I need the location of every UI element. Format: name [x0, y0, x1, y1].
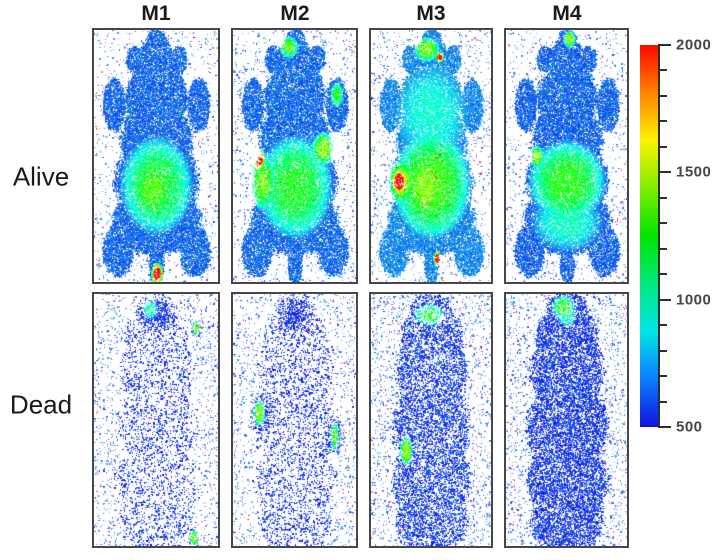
- panel-dead-m4: [504, 292, 629, 548]
- panel-dead-m3: [369, 292, 493, 548]
- row-label-dead: Dead: [9, 389, 73, 420]
- colorbar-tick-2000: [659, 44, 671, 46]
- colorbar-gradient: [640, 45, 659, 427]
- col-label-m4: M4: [552, 2, 582, 25]
- colorbar-tick-800: [659, 349, 667, 352]
- colorbar-tick-1200: [659, 247, 667, 250]
- colorbar-label-500: 500: [676, 418, 703, 436]
- colorbar-tick-1600: [659, 145, 667, 148]
- panel-dead-m1: [92, 292, 220, 548]
- col-label-m2: M2: [280, 2, 310, 25]
- colorbar-tick-1400: [659, 196, 667, 199]
- heatmap-dead-m4: [506, 294, 627, 546]
- heatmap-dead-m2: [233, 294, 356, 546]
- colorbar-tick-500: [659, 426, 671, 428]
- panel-alive-m1: [92, 28, 220, 284]
- row-label-alive: Alive: [12, 161, 70, 192]
- panel-dead-m2: [231, 292, 358, 548]
- colorbar-axis-line: [658, 44, 660, 428]
- colorbar-tick-700: [659, 375, 667, 378]
- colorbar-tick-1700: [659, 120, 667, 123]
- colorbar-tick-1300: [659, 222, 667, 225]
- panel-alive-m3: [369, 28, 493, 284]
- heatmap-alive-m3: [371, 30, 491, 282]
- heatmap-dead-m3: [371, 294, 491, 546]
- col-label-m1: M1: [141, 2, 171, 25]
- heatmap-alive-m1: [94, 30, 218, 282]
- colorbar-tick-1000: [659, 298, 671, 301]
- colorbar-label-1500: 1500: [676, 163, 712, 181]
- colorbar-tick-1100: [659, 273, 667, 276]
- col-label-m3: M3: [416, 2, 446, 25]
- colorbar-tick-900: [659, 324, 667, 327]
- panel-alive-m2: [231, 28, 358, 284]
- colorbar-tick-1900: [659, 69, 667, 72]
- colorbar-tick-1800: [659, 94, 667, 97]
- colorbar-label-2000: 2000: [676, 36, 712, 54]
- panel-alive-m4: [504, 28, 629, 284]
- heatmap-alive-m2: [233, 30, 356, 282]
- heatmap-alive-m4: [506, 30, 627, 282]
- colorbar-tick-1500: [659, 171, 671, 174]
- colorbar-tick-600: [659, 400, 667, 403]
- heatmap-dead-m1: [94, 294, 218, 546]
- colorbar-label-1000: 1000: [676, 291, 712, 309]
